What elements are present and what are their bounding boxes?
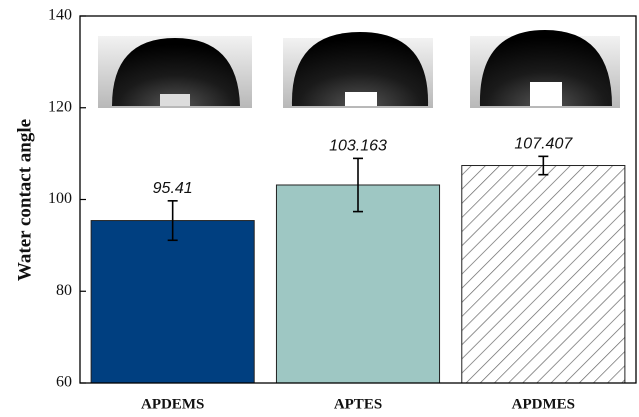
x-tick-label: APDMES — [512, 396, 575, 412]
bar — [91, 221, 254, 383]
droplet-photos — [98, 30, 620, 108]
bar — [462, 166, 625, 383]
y-tick-label: 80 — [56, 282, 72, 299]
y-tick-label: 120 — [48, 98, 72, 115]
value-label: 107.407 — [514, 136, 573, 153]
y-tick-label: 100 — [48, 190, 72, 207]
value-label: 103.163 — [329, 138, 387, 155]
y-axis-label: Water contact angle — [14, 119, 35, 281]
chart: Water contact angle 60 80 100 120 140 APDEMS 9… — [0, 0, 639, 417]
y-tick-label: 140 — [48, 7, 72, 24]
x-tick-label: APDEMS — [141, 396, 204, 412]
bar — [276, 185, 439, 383]
value-label: 95.41 — [153, 180, 193, 197]
x-tick-label: APTES — [334, 396, 382, 412]
y-tick-label: 60 — [56, 374, 72, 391]
